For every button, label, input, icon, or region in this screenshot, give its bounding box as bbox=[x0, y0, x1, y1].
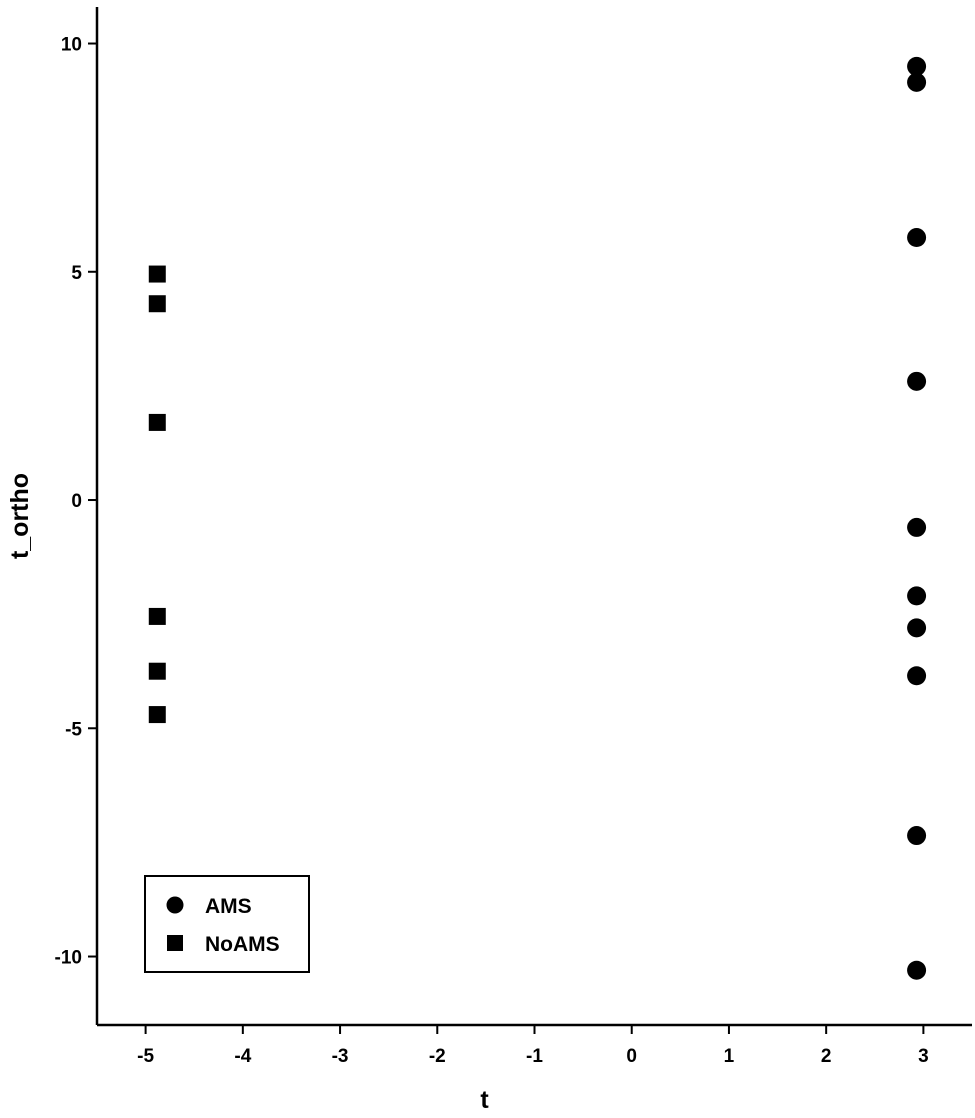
data-points bbox=[148, 56, 927, 980]
legend-entries: AMS NoAMS bbox=[166, 895, 280, 956]
y-tick-label: 5 bbox=[71, 263, 82, 284]
series-noams bbox=[148, 265, 166, 724]
data-point-square bbox=[148, 607, 166, 625]
y-axis-ticks: -10 -5 0 5 10 bbox=[55, 35, 97, 969]
x-tick-label: 0 bbox=[626, 1046, 637, 1067]
data-point-square bbox=[148, 706, 166, 724]
x-axis-ticks: -5 -4 -3 -2 -1 0 1 2 3 bbox=[137, 1025, 929, 1067]
data-point-circle bbox=[907, 960, 927, 980]
x-axis-title: t bbox=[480, 1086, 489, 1114]
data-point-square bbox=[148, 662, 166, 680]
data-point-circle bbox=[907, 826, 927, 846]
legend-label: NoAMS bbox=[205, 933, 280, 956]
data-point-circle bbox=[907, 618, 927, 638]
x-tick-label: -2 bbox=[429, 1046, 446, 1067]
x-tick-label: -3 bbox=[332, 1046, 349, 1067]
legend-square-marker bbox=[167, 935, 183, 951]
data-point-circle bbox=[907, 56, 927, 76]
x-tick-label: -5 bbox=[137, 1046, 154, 1067]
y-tick-label: -5 bbox=[65, 719, 82, 740]
data-point-square bbox=[148, 295, 166, 313]
y-tick-label: 10 bbox=[61, 35, 82, 56]
legend-label: AMS bbox=[205, 895, 252, 918]
x-tick-label: 2 bbox=[821, 1046, 832, 1067]
data-point-circle bbox=[907, 666, 927, 686]
legend-entry-ams: AMS bbox=[166, 895, 252, 918]
legend-circle-marker bbox=[166, 896, 184, 914]
data-point-circle bbox=[907, 517, 927, 537]
series-ams bbox=[907, 56, 927, 980]
data-point-circle bbox=[907, 228, 927, 248]
y-axis-title: t_ortho bbox=[6, 473, 34, 559]
legend: AMS NoAMS bbox=[144, 875, 310, 973]
y-tick-label: 0 bbox=[71, 491, 82, 512]
legend-box bbox=[144, 875, 310, 973]
y-tick-label: -10 bbox=[55, 948, 82, 969]
x-tick-label: 1 bbox=[724, 1046, 735, 1067]
data-point-circle bbox=[907, 72, 927, 92]
axes bbox=[95, 7, 972, 1027]
x-tick-label: 3 bbox=[918, 1046, 929, 1067]
data-point-circle bbox=[907, 586, 927, 606]
data-point-square bbox=[148, 413, 166, 431]
legend-entry-noams: NoAMS bbox=[167, 933, 280, 956]
data-point-circle bbox=[907, 371, 927, 391]
x-tick-label: -1 bbox=[526, 1046, 543, 1067]
x-tick-label: -4 bbox=[234, 1046, 251, 1067]
data-point-square bbox=[148, 265, 166, 283]
